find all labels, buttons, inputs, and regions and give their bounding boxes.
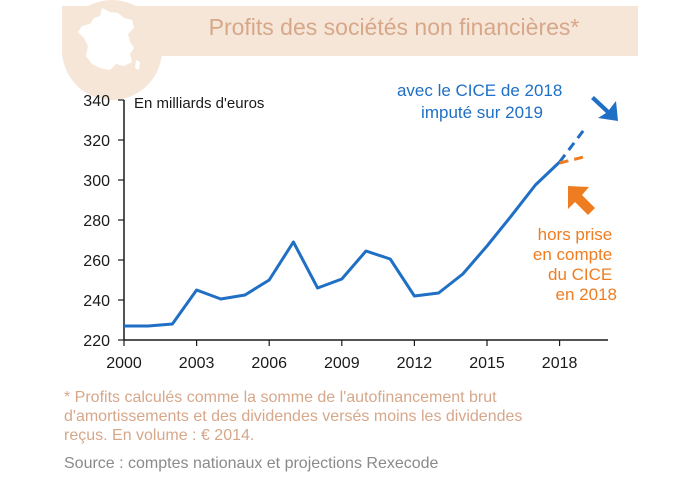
y-axis-ticks: 220 240 260 280 300 320 340 xyxy=(83,93,124,350)
annotation-hors-cice-line-1: hors prise xyxy=(538,225,613,244)
y-tick-label: 280 xyxy=(83,213,110,230)
series-line-2 xyxy=(559,155,585,165)
arrow-down-right-icon xyxy=(591,96,618,121)
annotation-hors-cice-line-3: du CICE xyxy=(548,265,612,284)
series-line-0 xyxy=(124,160,561,328)
y-tick-label: 340 xyxy=(83,93,110,110)
x-tick-label: 2012 xyxy=(397,355,433,372)
footnote-line: reçus. En volume : € 2014. xyxy=(64,427,255,444)
footnote-line: * Profits calculés comme la somme de l'a… xyxy=(64,389,497,406)
x-tick-label: 2018 xyxy=(542,355,578,372)
annotation-cice: avec le CICE de 2018 imputé sur 2019 xyxy=(397,81,567,122)
unit-label: En milliards d'euros xyxy=(134,95,264,112)
footnote-line: d'amortissements et des dividendes versé… xyxy=(64,408,523,425)
x-tick-label: 2006 xyxy=(251,355,287,372)
x-axis-ticks: 2000 2003 2006 2009 2012 2015 2018 xyxy=(106,340,577,372)
france-map-icon xyxy=(78,8,140,70)
y-tick-label: 240 xyxy=(83,293,110,310)
annotation-cice-line-1: avec le CICE de 2018 xyxy=(397,81,562,100)
x-tick-label: 2003 xyxy=(179,355,215,372)
annotation-hors-cice-line-2: en compte xyxy=(533,245,612,264)
chart-title: Profits des sociétés non financières* xyxy=(208,14,580,40)
series-line-1 xyxy=(558,129,585,163)
arrow-up-right-icon xyxy=(568,186,595,215)
y-tick-label: 300 xyxy=(83,173,110,190)
chart-axes xyxy=(123,100,608,341)
x-tick-label: 2015 xyxy=(469,355,505,372)
footnote: * Profits calculés comme la somme de l'a… xyxy=(64,388,664,445)
x-tick-label: 2000 xyxy=(106,355,142,372)
annotation-hors-cice-line-4: en 2018 xyxy=(556,285,617,304)
annotation-cice-line-2: imputé sur 2019 xyxy=(421,103,543,122)
series-layer xyxy=(124,129,585,328)
y-tick-label: 220 xyxy=(83,333,110,350)
x-tick-label: 2009 xyxy=(324,355,360,372)
annotation-hors-cice: hors prise en compte du CICE en 2018 xyxy=(533,225,617,304)
y-tick-label: 260 xyxy=(83,253,110,270)
y-tick-label: 320 xyxy=(83,133,110,150)
source-note: Source : comptes nationaux et projection… xyxy=(64,455,439,472)
